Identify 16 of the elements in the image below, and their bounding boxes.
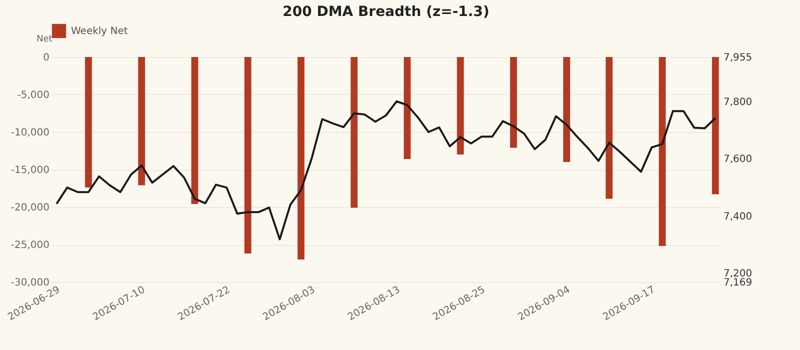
y-tick-label: -5,000: [17, 90, 50, 101]
y2-tick-label: 7,800: [724, 96, 752, 108]
line-series: [56, 100, 716, 240]
chart-title: 200 DMA Breadth (z=-1.3): [282, 4, 490, 20]
y-axis-title: Net: [36, 34, 53, 44]
y2-tick-label: 7,169: [724, 278, 752, 288]
y-tick-label: -15,000: [10, 165, 50, 176]
y2-tick-label: 7,400: [724, 211, 752, 222]
y-tick-label: -10,000: [10, 128, 50, 138]
y-tick-label: 0: [43, 52, 50, 64]
y-tick-label: -25,000: [10, 240, 50, 251]
y-tick-label: -20,000: [10, 202, 50, 214]
y2-tick-label: 7,600: [724, 154, 752, 166]
y-tick-label: -30,000: [10, 278, 50, 288]
legend-label: Weekly Net: [71, 26, 128, 37]
y2-tick-label: 7,955: [724, 52, 752, 64]
